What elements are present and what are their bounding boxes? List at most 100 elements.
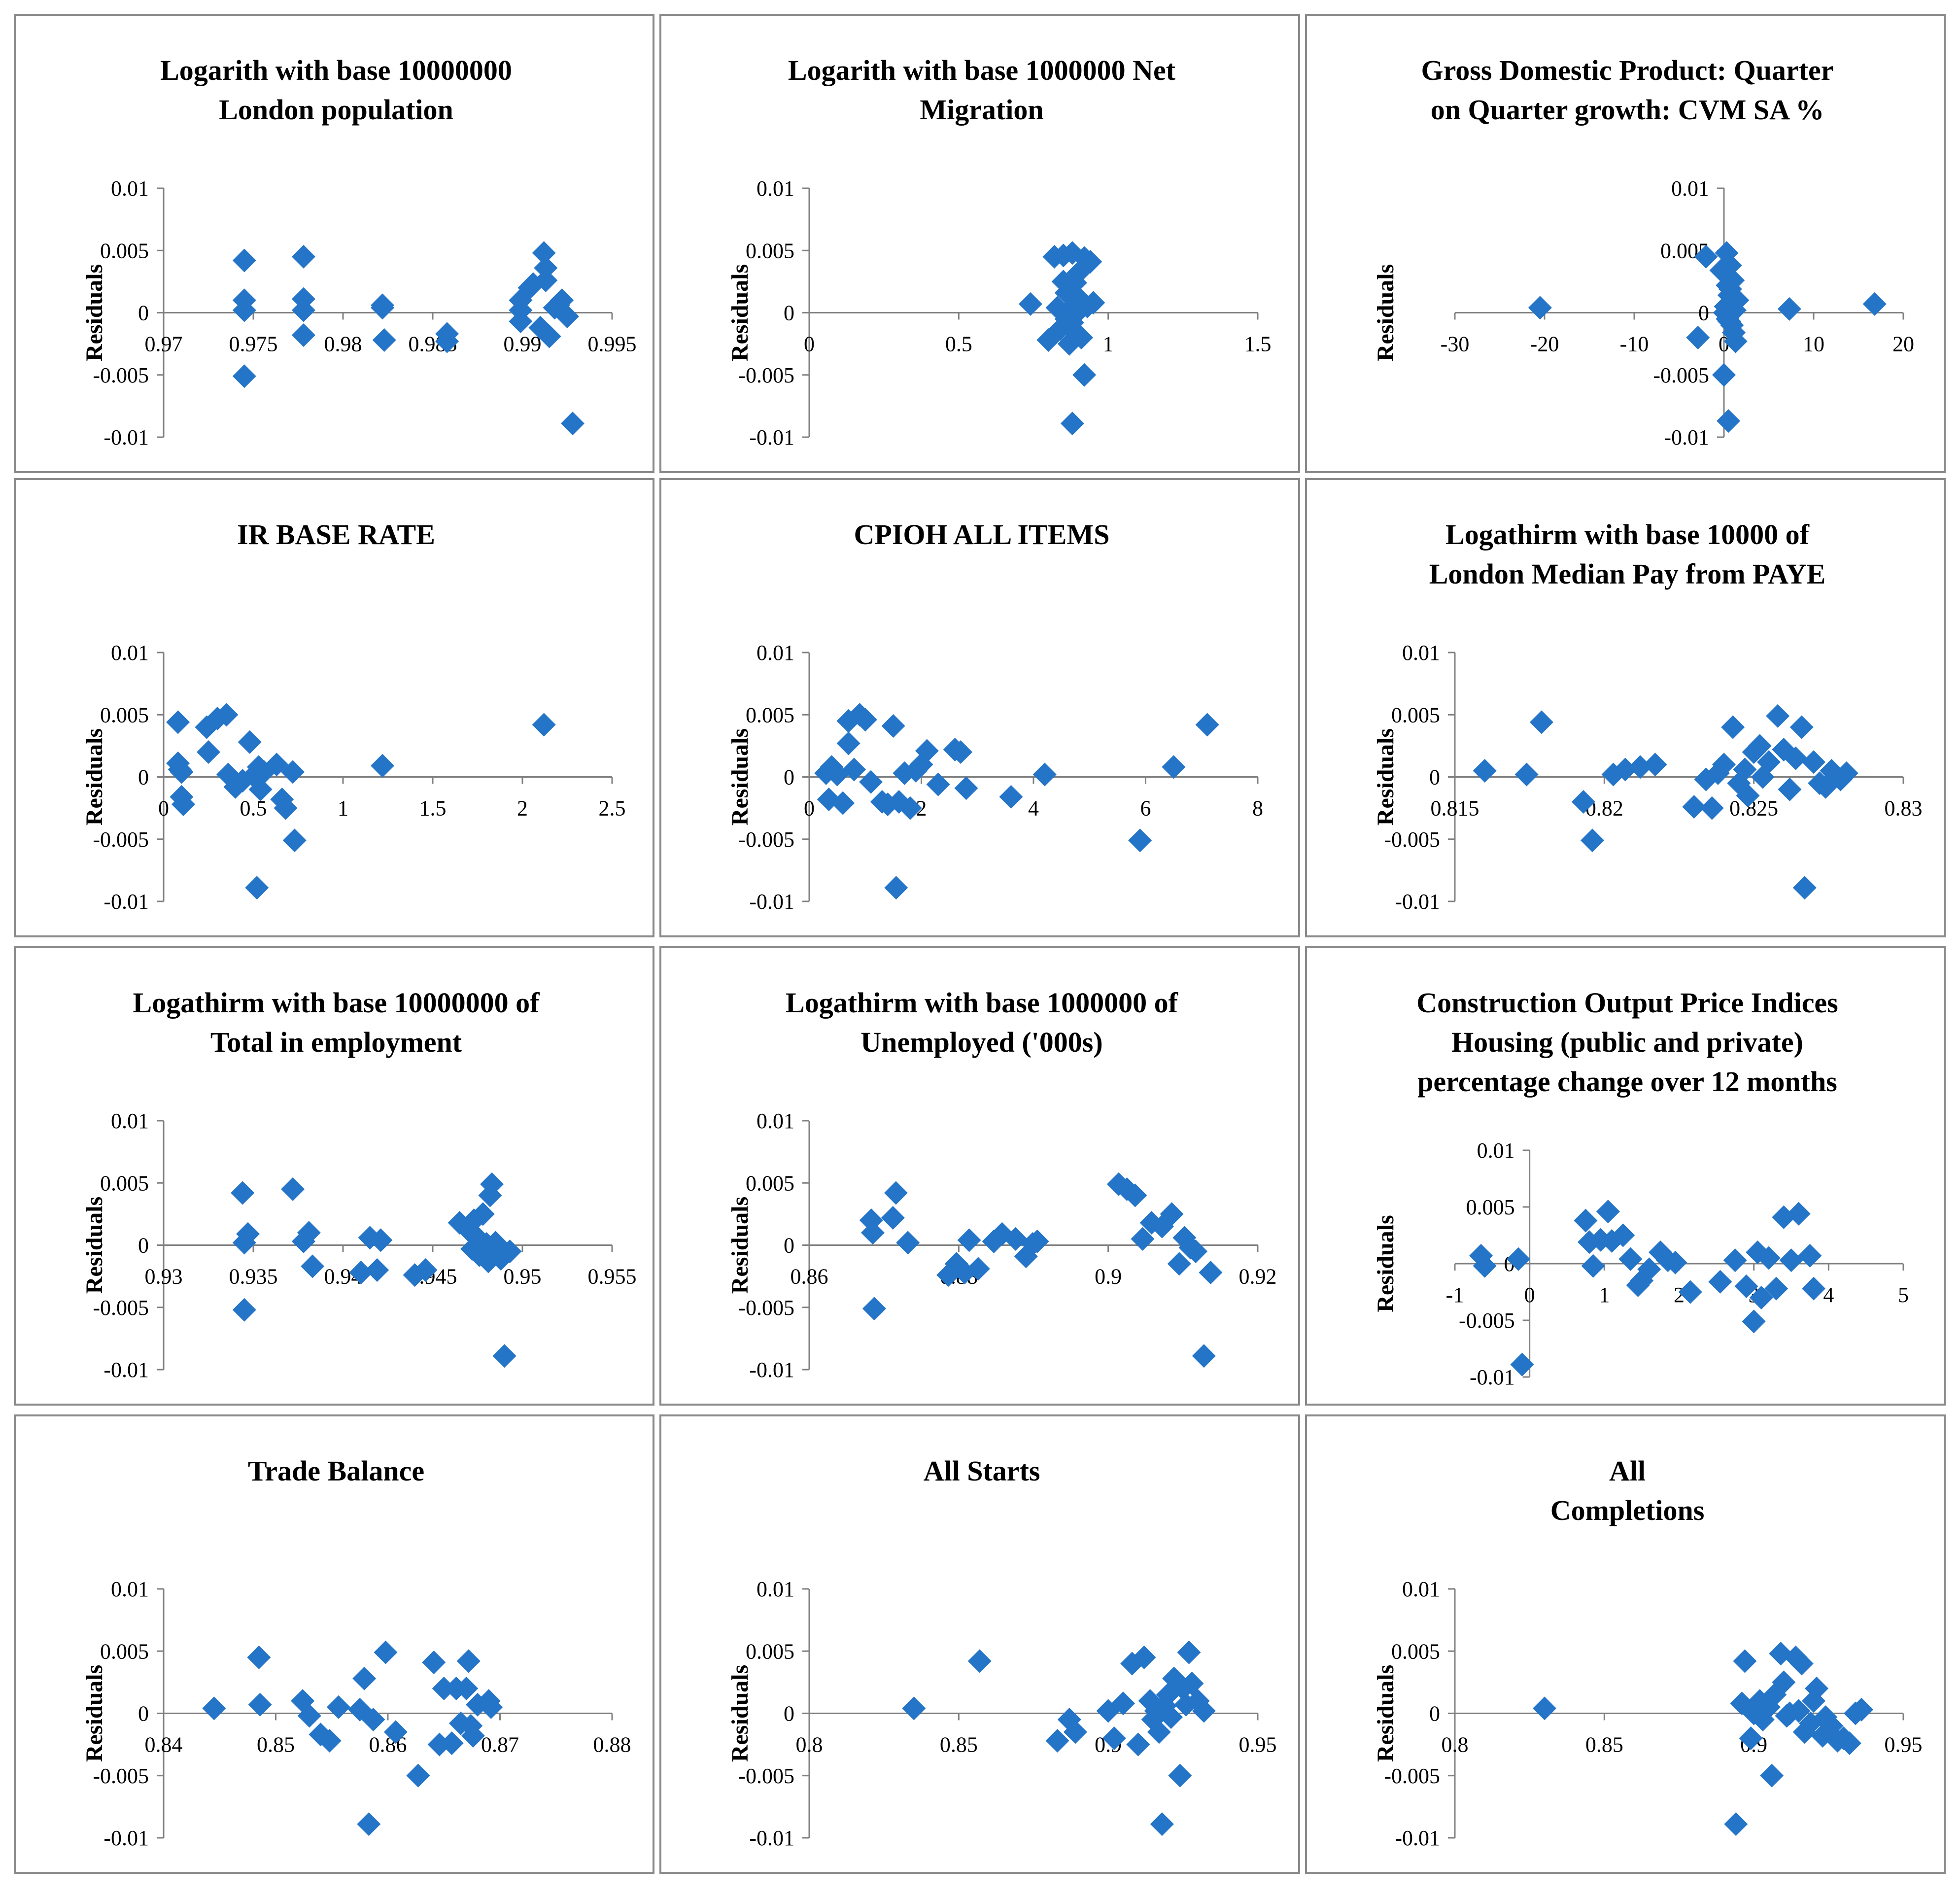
y-tick-label: -0.005 (738, 363, 794, 387)
scatter-panel-2: Logarith with base 1000000 Net Migration 0… (659, 14, 1300, 473)
chart-title-line: Total in employment (210, 1026, 462, 1058)
data-point (1510, 1352, 1534, 1377)
y-tick-label: 0 (138, 765, 149, 790)
y-tick-label: 0 (784, 301, 794, 325)
y-tick-label: 0 (784, 765, 794, 790)
data-point (1150, 1812, 1174, 1836)
x-tick-label: 0.83 (1885, 796, 1923, 821)
data-point (231, 769, 255, 793)
chart-title-line: Logathirm with base 10000000 of (133, 987, 540, 1019)
data-point (1784, 746, 1808, 770)
y-tick-label: 0.005 (100, 1171, 149, 1195)
x-tick-label: 0.95 (1885, 1733, 1923, 1757)
x-tick-label: -1 (1446, 1283, 1464, 1307)
x-tick-label: 0.86 (791, 1265, 828, 1289)
data-point (492, 1344, 516, 1368)
x-tick-label: 1.5 (419, 796, 447, 821)
data-point (555, 305, 579, 329)
data-point (1700, 796, 1724, 820)
data-point (291, 323, 315, 347)
y-axis-label: Residuals (81, 264, 107, 361)
data-point (957, 1228, 981, 1252)
data-point (1150, 1214, 1174, 1239)
data-point (1663, 1250, 1687, 1274)
data-point (1784, 1645, 1808, 1669)
data-point (274, 796, 298, 820)
data-point (966, 1257, 990, 1281)
x-tick-label: 5 (1898, 1283, 1909, 1307)
data-point (532, 713, 556, 737)
y-tick-label: 0.005 (1466, 1195, 1515, 1219)
data-point (1051, 270, 1075, 294)
data-point (1748, 734, 1772, 758)
y-tick-label: 0.01 (111, 641, 149, 665)
data-point (447, 1211, 472, 1235)
data-point (1184, 1239, 1208, 1264)
y-tick-label: 0.005 (100, 703, 149, 727)
data-point (1787, 1202, 1811, 1226)
data-point (172, 792, 196, 817)
data-point (1779, 1248, 1803, 1273)
data-point (1199, 1261, 1223, 1285)
chart-title-line: Migration (920, 94, 1043, 126)
data-point (1123, 1183, 1147, 1207)
data-point (534, 268, 558, 292)
data-point (1749, 1286, 1773, 1309)
data-point (349, 1261, 373, 1285)
data-point (1172, 1226, 1197, 1250)
data-point (1678, 1280, 1702, 1304)
y-axis-label: Residuals (81, 1665, 107, 1762)
scatter-chart-10: Trade Balance 0.01 0.005 0 -0.005 -0.01 0.84 0.… (81, 1455, 631, 1850)
data-point (1733, 1649, 1757, 1673)
y-tick-label: 0.005 (746, 1639, 794, 1663)
x-tick-label: 0 (804, 332, 815, 356)
data-point (435, 329, 459, 353)
data-point (1571, 790, 1595, 814)
data-point (297, 1221, 321, 1245)
data-point (1708, 1270, 1732, 1294)
y-tick-label: -0.005 (93, 363, 149, 387)
scatter-panel-1: Logarith with base 10000000 London popula… (14, 14, 654, 473)
scatter-panel-4: IR BASE RATE 0.01 0.005 0 -0.005 -0.01 0 0.5 1 1.… (14, 478, 654, 937)
data-point (371, 296, 395, 320)
data-point (999, 785, 1023, 809)
scatter-chart-7: Logathirm with base 10000000 of Total in … (81, 987, 637, 1382)
y-tick-label: 0 (138, 1702, 149, 1726)
data-point (461, 1723, 485, 1748)
data-point (860, 1221, 885, 1245)
chart-title-line: Logathirm with base 10000 of (1445, 518, 1810, 551)
data-point (1792, 1720, 1817, 1744)
y-tick-label: 0 (784, 1234, 794, 1258)
x-tick-label: 0.88 (593, 1733, 631, 1757)
y-tick-label: -0.005 (93, 827, 149, 852)
x-tick-label: 0.975 (229, 332, 278, 356)
scatter-panel-9: Construction Output Price Indices Housing… (1305, 946, 1946, 1406)
data-point (825, 762, 849, 787)
scatter-chart-11: All Starts 0.01 0.005 0 -0.005 -0.01 0.8 0.85 0.… (727, 1455, 1277, 1850)
chart-title-line: Completions (1550, 1494, 1705, 1526)
x-tick-label: 0.935 (229, 1265, 278, 1289)
x-tick-label: 4 (1028, 796, 1039, 821)
data-point (1066, 286, 1090, 310)
y-tick-label: -0.005 (1384, 827, 1440, 852)
data-point (1596, 1200, 1620, 1224)
data-point (1766, 704, 1790, 728)
data-point (365, 1258, 389, 1282)
y-tick-label: 0 (1429, 765, 1440, 790)
y-tick-label: 0.01 (111, 1577, 149, 1601)
y-tick-label: 0.005 (100, 239, 149, 263)
data-point (374, 1640, 398, 1664)
x-tick-label: 0.99 (504, 332, 542, 356)
data-point (1789, 1652, 1814, 1676)
y-axis-label: Residuals (727, 1197, 753, 1294)
data-point (954, 776, 978, 800)
data-point (281, 1177, 305, 1201)
scatter-chart-9: Construction Output Price Indices Housing… (1373, 987, 1909, 1389)
x-tick-label: 0.8 (796, 1733, 823, 1757)
data-point (1760, 1763, 1784, 1788)
y-tick-label: -0.01 (1470, 1365, 1515, 1389)
data-point (301, 1254, 325, 1278)
x-tick-label: 0 (804, 796, 815, 821)
x-tick-label: 0.8 (1442, 1733, 1469, 1757)
